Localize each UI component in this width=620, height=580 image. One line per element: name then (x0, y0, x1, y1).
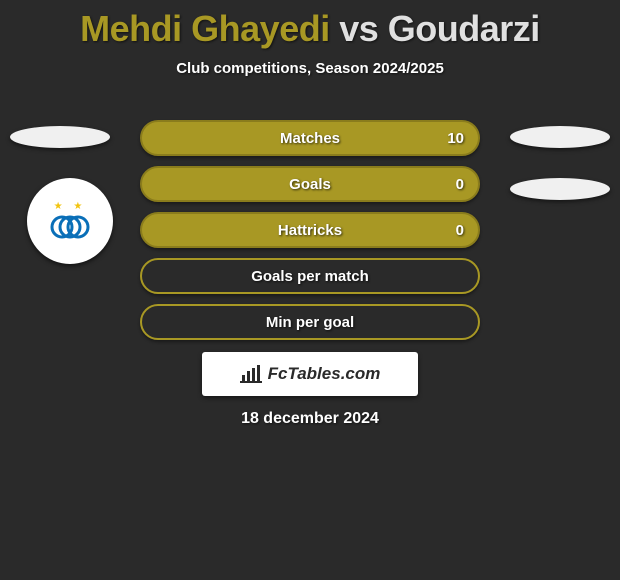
club-badge: ★ ★ (27, 178, 113, 264)
stat-row-matches: Matches 10 (140, 120, 480, 156)
player2-avatar-placeholder-1 (510, 126, 610, 148)
comparison-title: Mehdi Ghayedi vs Goudarzi (0, 0, 620, 50)
attribution-badge: FcTables.com (202, 352, 418, 396)
stat-label: Hattricks (278, 222, 342, 239)
attribution-text: FcTables.com (268, 364, 381, 384)
player1-name: Mehdi Ghayedi (80, 8, 330, 49)
stat-row-hattricks: Hattricks 0 (140, 212, 480, 248)
club-rings-icon (48, 213, 92, 241)
player2-avatar-placeholder-2 (510, 178, 610, 200)
player1-avatar-placeholder (10, 126, 110, 148)
stat-row-min-per-goal: Min per goal (140, 304, 480, 340)
vs-separator: vs (339, 8, 378, 49)
stat-label: Goals per match (251, 268, 369, 285)
stat-value: 0 (456, 176, 464, 193)
player2-name: Goudarzi (388, 8, 540, 49)
subtitle: Club competitions, Season 2024/2025 (0, 60, 620, 77)
stat-row-goals: Goals 0 (140, 166, 480, 202)
stat-value: 10 (447, 130, 464, 147)
stat-label: Min per goal (266, 314, 354, 331)
bar-chart-icon (240, 365, 262, 383)
stat-row-goals-per-match: Goals per match (140, 258, 480, 294)
stat-label: Goals (289, 176, 331, 193)
stat-bars: Matches 10 Goals 0 Hattricks 0 Goals per… (140, 120, 480, 350)
club-stars-icon: ★ ★ (54, 201, 87, 212)
stat-value: 0 (456, 222, 464, 239)
stat-label: Matches (280, 130, 340, 147)
date-label: 18 december 2024 (0, 410, 620, 428)
